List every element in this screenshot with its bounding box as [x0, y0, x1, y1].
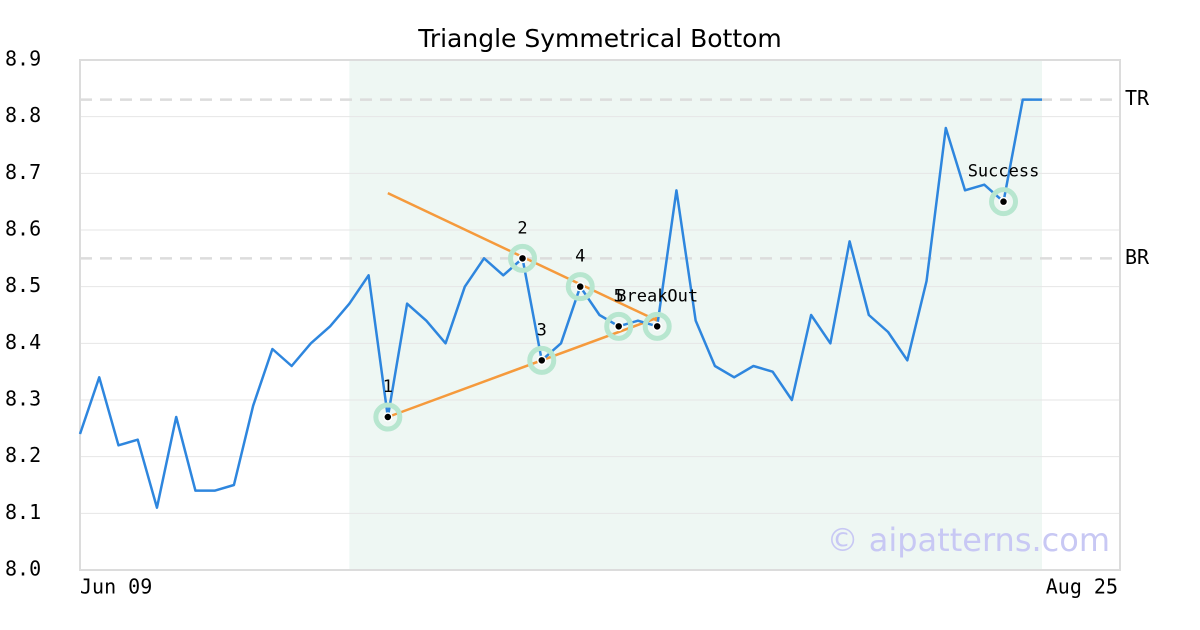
point-label: 3 [537, 320, 547, 340]
point-dot [998, 196, 1009, 207]
point-label: BreakOut [616, 286, 698, 306]
point-dot [575, 281, 585, 292]
point-label: 4 [575, 247, 585, 267]
y-tick-label: 8.4 [5, 330, 41, 354]
point-label: Success [968, 162, 1040, 182]
point-dot [652, 321, 662, 332]
point-dot [613, 321, 624, 332]
point-halo [373, 402, 403, 432]
point-halo [604, 311, 634, 341]
watermark: © aipatterns.com [827, 521, 1110, 559]
plot-frame [79, 59, 1121, 571]
point-label: 2 [517, 218, 527, 238]
y-tick-label: 8.7 [5, 160, 41, 184]
x-tick-label: Aug 25 [1046, 575, 1118, 599]
y-tick-label: 8.5 [5, 273, 41, 297]
y-tick-label: 8.0 [5, 557, 41, 581]
y-tick-label: 8.6 [5, 217, 41, 241]
y-tick-label: 8.9 [5, 47, 41, 71]
y-tick-label: 8.1 [5, 500, 41, 524]
point-dot [383, 412, 393, 422]
point-dot [537, 355, 547, 366]
y-tick-label: 8.2 [5, 443, 41, 467]
level-label: BR [1125, 245, 1150, 269]
y-tick-label: 8.3 [5, 387, 41, 411]
point-dot [517, 253, 528, 264]
point-label: 1 [383, 377, 393, 397]
point-halo [565, 272, 595, 302]
point-halo [642, 311, 672, 341]
point-halo [527, 345, 557, 375]
x-tick-label: Jun 09 [80, 575, 152, 599]
point-label: 5 [614, 286, 624, 306]
chart-title: Triangle Symmetrical Bottom [417, 24, 782, 53]
price-line [78, 98, 1042, 509]
point-halo [989, 187, 1019, 217]
point-halo [508, 243, 538, 273]
y-tick-label: 8.8 [5, 103, 41, 127]
level-label: TR [1125, 86, 1150, 110]
